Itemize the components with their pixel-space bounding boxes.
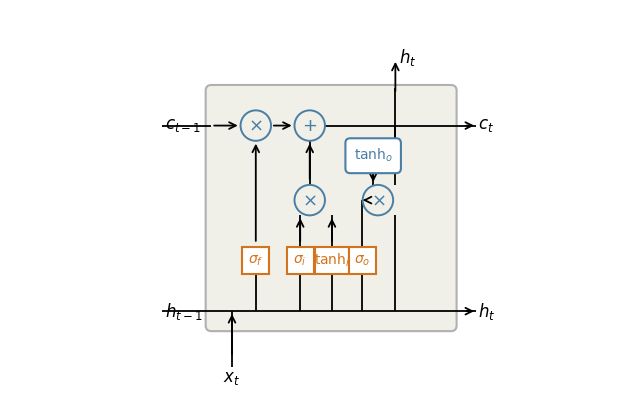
Text: $\sigma_f$: $\sigma_f$ <box>248 253 264 268</box>
Text: $h_{t-1}$: $h_{t-1}$ <box>165 301 203 322</box>
Text: $\times$: $\times$ <box>302 191 317 209</box>
Text: $\mathrm{tanh}_i$: $\mathrm{tanh}_i$ <box>314 252 350 269</box>
FancyBboxPatch shape <box>206 85 456 331</box>
Text: $c_{t-1}$: $c_{t-1}$ <box>165 117 202 134</box>
Text: $h_t$: $h_t$ <box>399 47 416 68</box>
Text: $\times$: $\times$ <box>371 191 385 209</box>
Text: $+$: $+$ <box>302 117 317 135</box>
FancyBboxPatch shape <box>242 247 269 274</box>
FancyBboxPatch shape <box>287 247 314 274</box>
FancyBboxPatch shape <box>316 247 349 274</box>
Text: $\sigma_i$: $\sigma_i$ <box>294 253 307 268</box>
Text: $h_t$: $h_t$ <box>478 301 495 322</box>
Text: $\mathrm{tanh}_o$: $\mathrm{tanh}_o$ <box>354 147 393 164</box>
Text: $c_t$: $c_t$ <box>478 117 494 134</box>
Text: $\times$: $\times$ <box>249 117 263 135</box>
FancyBboxPatch shape <box>349 247 376 274</box>
Text: $\sigma_o$: $\sigma_o$ <box>354 253 370 268</box>
Text: $x_t$: $x_t$ <box>223 370 240 387</box>
FancyBboxPatch shape <box>346 138 401 173</box>
